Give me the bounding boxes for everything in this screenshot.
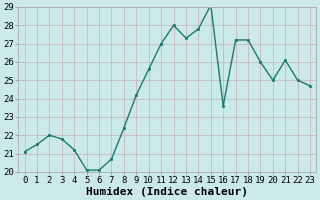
X-axis label: Humidex (Indice chaleur): Humidex (Indice chaleur) — [86, 186, 248, 197]
